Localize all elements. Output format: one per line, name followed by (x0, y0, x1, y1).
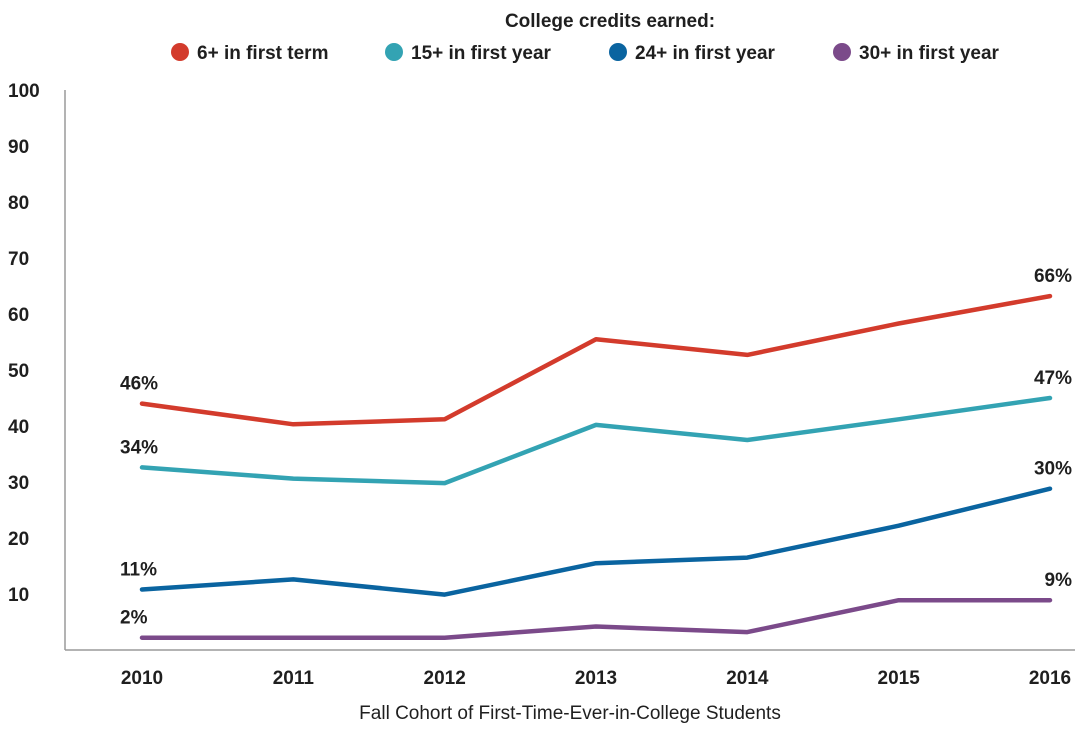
legend-marker-4 (833, 43, 851, 61)
y-axis-ticks: 10 20 30 40 50 60 70 80 90 100 (8, 81, 40, 606)
legend-title: College credits earned: (505, 11, 715, 32)
series-line-3 (139, 486, 1053, 597)
data-label-series-1-2016: 66% (1034, 266, 1072, 287)
legend-marker-3 (609, 43, 627, 61)
y-tick-label-90: 90 (8, 137, 29, 158)
y-tick-label-70: 70 (8, 249, 29, 270)
legend-marker-2 (385, 43, 403, 61)
x-axis-label: Fall Cohort of First-Time-Ever-in-Colleg… (359, 703, 781, 724)
x-tick-label-2011: 2011 (273, 668, 315, 689)
x-axis-ticks: 2010 2011 2012 2013 2014 2015 2016 (121, 668, 1071, 689)
data-label-series-3-2010: 11% (120, 560, 157, 581)
data-label-series-2-2010: 34% (120, 437, 158, 458)
x-tick-label-2016: 2016 (1029, 668, 1071, 689)
data-labels: 46% 66% 34% 47% 11% 30% 2% 9% (120, 266, 1072, 629)
axes (64, 90, 1075, 651)
x-tick-label-2012: 2012 (424, 668, 466, 689)
y-tick-label-10: 10 (8, 585, 29, 606)
series-line-4 (139, 597, 1053, 640)
y-tick-label-40: 40 (8, 417, 29, 438)
legend-label-4: 30+ in first year (859, 43, 1000, 64)
series-line-2 (139, 395, 1053, 486)
series-lines (139, 293, 1053, 640)
data-label-series-4-2016: 9% (1045, 570, 1073, 591)
y-tick-label-20: 20 (8, 529, 29, 550)
data-label-series-1-2010: 46% (120, 374, 158, 395)
data-label-series-3-2016: 30% (1034, 459, 1072, 480)
legend: College credits earned: 6+ in first term… (171, 11, 1000, 64)
series-line-1 (139, 293, 1053, 427)
data-label-series-2-2016: 47% (1034, 368, 1072, 389)
data-label-series-4-2010: 2% (120, 608, 148, 629)
x-tick-label-2010: 2010 (121, 668, 163, 689)
legend-label-3: 24+ in first year (635, 43, 776, 64)
legend-marker-1 (171, 43, 189, 61)
y-tick-label-100: 100 (8, 81, 40, 102)
y-tick-label-50: 50 (8, 361, 29, 382)
y-tick-label-80: 80 (8, 193, 29, 214)
x-tick-label-2014: 2014 (726, 668, 769, 689)
x-tick-label-2013: 2013 (575, 668, 617, 689)
y-tick-label-60: 60 (8, 305, 29, 326)
legend-label-2: 15+ in first year (411, 43, 552, 64)
x-tick-label-2015: 2015 (878, 668, 921, 689)
legend-label-1: 6+ in first term (197, 43, 328, 64)
y-tick-label-30: 30 (8, 473, 29, 494)
